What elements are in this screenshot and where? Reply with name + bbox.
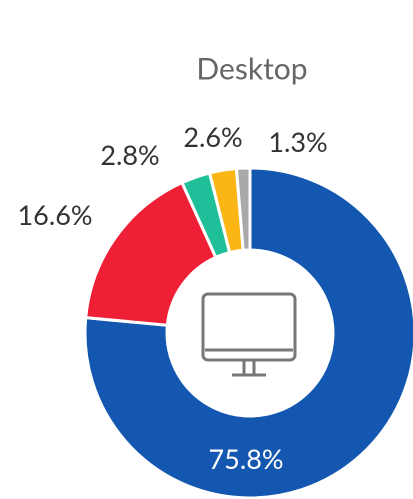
donut: [83, 166, 413, 499]
data-label: 2.8%: [100, 138, 159, 171]
chart-title: Desktop: [196, 51, 307, 87]
donut-slice: [234, 166, 252, 252]
donut-slice: [83, 166, 413, 499]
monitor: [201, 292, 297, 362]
data-label: 2.6%: [183, 120, 242, 153]
data-label: 1.3%: [268, 125, 327, 158]
desktop-icon: [201, 292, 297, 377]
data-label: 16.6%: [18, 198, 93, 231]
donut-slice: [84, 180, 218, 327]
data-label: 75.8%: [209, 442, 284, 475]
